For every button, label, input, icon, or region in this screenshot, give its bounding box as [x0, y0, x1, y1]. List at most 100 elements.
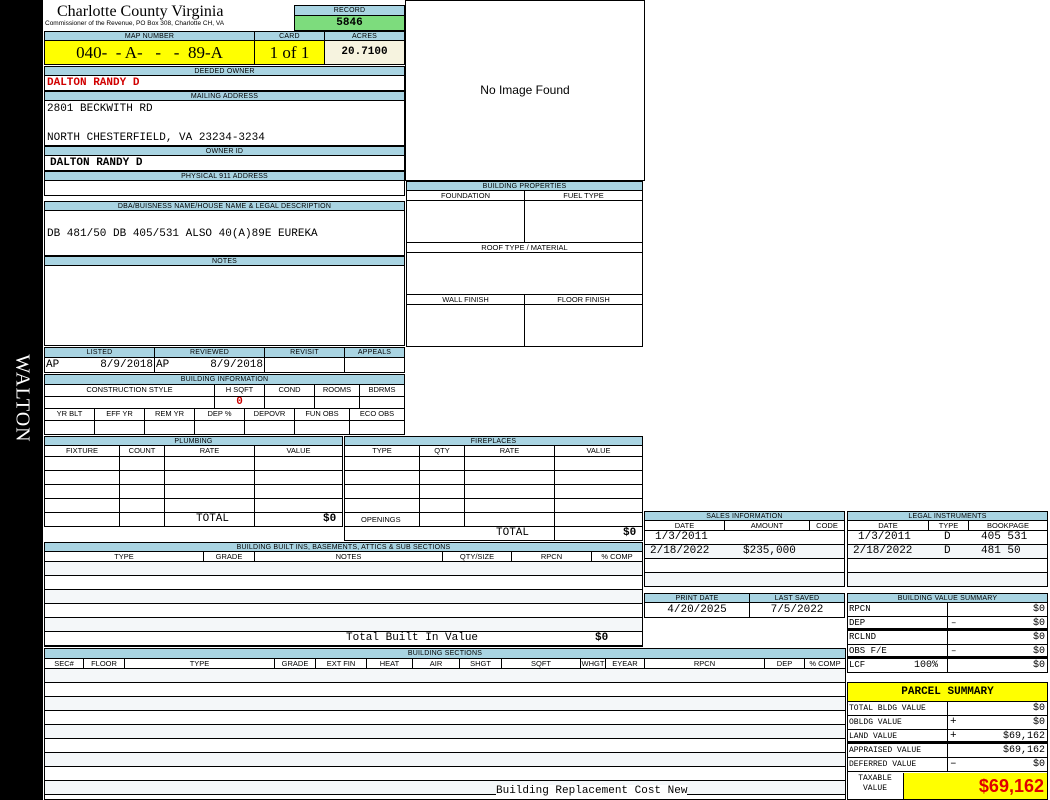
parcel-value: $69,162	[1002, 731, 1045, 742]
sales-rows: 1/3/2011 2/18/2022 $235,000	[644, 530, 845, 587]
minus-sign: –	[950, 758, 957, 770]
fireplaces-total-label: TOTAL	[496, 527, 530, 539]
reviewed-value: AP 8/9/2018	[154, 357, 265, 373]
legal-row: 2/18/2022 D 481 50	[848, 545, 1047, 559]
deeded-owner: DALTON RANDY D	[47, 77, 140, 89]
parcel-value: $69,162	[1002, 745, 1045, 756]
openings-label: OPENINGS	[361, 515, 401, 524]
bvs-value: $0	[1032, 646, 1045, 657]
replacement-cost-label: Building Replacement Cost New	[496, 785, 688, 797]
no-image-text: No Image Found	[480, 83, 570, 97]
dba-box: DB 481/50 DB 405/531 ALSO 40(A)89E EUREK…	[44, 210, 405, 256]
mailing-line-2: NORTH CHESTERFIELD, VA 23234-3234	[47, 132, 265, 144]
dba-value: DB 481/50 DB 405/531 ALSO 40(A)89E EUREK…	[47, 228, 318, 240]
parcel-row-deferred: DEFERRED VALUE – $0	[848, 758, 1047, 772]
parcel-summary: TOTAL BLDG VALUE $0 OBLDG VALUE + $0 LAND V…	[847, 701, 1048, 800]
sale-date: 2/18/2022	[650, 545, 710, 557]
yr-blt-values-row	[44, 420, 405, 435]
sale-date: 1/3/2011	[655, 531, 708, 543]
parcel-label: APPRAISED VALUE	[849, 746, 922, 755]
bvs-row-dep: DEP – $0	[848, 617, 1047, 631]
map-number: 040- - A- - - 89-A	[44, 40, 255, 65]
parcel-value: $0	[1032, 703, 1045, 714]
legal-bookpage: 481 50	[981, 545, 1021, 557]
built-in-total: $0	[595, 632, 609, 644]
notes-box	[44, 265, 405, 346]
parcel-value: $0	[1032, 717, 1045, 728]
physical-address-box	[44, 180, 405, 196]
floor-finish-value	[524, 304, 643, 347]
bvs-row-obs: OBS F/E – $0	[848, 645, 1047, 659]
bvs-value: $0	[1032, 660, 1045, 671]
bvs-row-rpcn: RPCN $0	[848, 603, 1047, 617]
bvs-value: $0	[1032, 632, 1045, 643]
record-number: 5846	[294, 15, 405, 31]
minus-sign: –	[951, 618, 957, 628]
bvs-value: $0	[1032, 604, 1045, 615]
parcel-summary-label: PARCEL SUMMARY	[847, 682, 1048, 702]
parcel-row-land: LAND VALUE + $69,162	[848, 730, 1047, 744]
bvs-label: RPCN	[849, 604, 871, 614]
side-label: WALTON	[11, 354, 34, 443]
bvs-value: $0	[1032, 618, 1045, 629]
owner-id: DALTON RANDY D	[50, 157, 143, 169]
built-in-total-label: Total Built In Value	[346, 632, 479, 644]
county-title: Charlotte County Virginia	[57, 3, 224, 20]
property-image: No Image Found	[405, 0, 645, 181]
wall-finish-value	[406, 304, 525, 347]
card-number: 1 of 1	[254, 40, 325, 65]
fireplaces-rows	[344, 456, 643, 541]
roof-value	[406, 252, 643, 295]
appeals-value	[344, 357, 405, 373]
plumbing-rows	[44, 456, 343, 527]
sales-row: 2/18/2022 $235,000	[645, 545, 844, 559]
plus-sign: +	[950, 716, 957, 728]
legal-date: 2/18/2022	[853, 545, 913, 557]
parcel-label: TOTAL BLDG VALUE	[849, 704, 926, 713]
acres-value: 20.7100	[324, 40, 405, 65]
bvs-label: RCLND	[849, 632, 877, 642]
listed-date: 8/9/2018	[100, 359, 153, 371]
bvs-row-rclnd: RCLND $0	[848, 631, 1047, 645]
parcel-value: $0	[1032, 759, 1045, 770]
county-subtitle: Commissioner of the Revenue, PO Box 308,…	[45, 20, 225, 27]
legal-type: D	[944, 545, 951, 557]
sections-header-row: SEC# FLOOR TYPE GRADE EXT FIN HEAT AIR S…	[44, 658, 846, 669]
foundation-value	[406, 200, 525, 243]
lcf-percent: 100%	[914, 660, 939, 671]
parcel-row-obldg: OBLDG VALUE + $0	[848, 716, 1047, 730]
taxable-value: $69,162	[903, 773, 1047, 799]
sales-row: 1/3/2011	[645, 531, 844, 545]
parcel-row-appraised: APPRAISED VALUE $69,162	[848, 744, 1047, 758]
building-value-summary: RPCN $0 DEP – $0 RCLND $0 OBS F/E – $0 LCF 100%…	[847, 602, 1048, 673]
fuel-type-value	[524, 200, 643, 243]
listed-value: AP 8/9/2018	[44, 357, 155, 373]
taxable-value-label: TAXABLE VALUE	[858, 774, 892, 793]
bdrms-label: BDRMS	[359, 384, 405, 397]
built-ins-rows	[44, 561, 643, 647]
plumbing-total-label: TOTAL	[196, 513, 230, 525]
side-bar	[0, 0, 43, 800]
parcel-label: OBLDG VALUE	[849, 718, 902, 727]
plumbing-total: $0	[323, 513, 337, 525]
bvs-label: LCF	[849, 660, 866, 670]
bvs-label: DEP	[849, 618, 866, 628]
legal-row: 1/3/2011 D 405 531	[848, 531, 1047, 545]
parcel-label: DEFERRED VALUE	[849, 760, 917, 769]
reviewed-date: 8/9/2018	[210, 359, 263, 371]
parcel-row-total-bldg: TOTAL BLDG VALUE $0	[848, 702, 1047, 716]
print-date: 4/20/2025	[644, 602, 750, 618]
sections-rows	[44, 668, 846, 800]
deeded-owner-box: DALTON RANDY D	[44, 75, 405, 91]
owner-id-box: DALTON RANDY D	[44, 155, 405, 171]
mailing-line-1: 2801 BECKWITH RD	[47, 103, 153, 115]
plus-sign: +	[950, 730, 957, 742]
bvs-label: OBS F/E	[849, 646, 887, 656]
mailing-address-box: 2801 BECKWITH RD NORTH CHESTERFIELD, VA …	[44, 100, 405, 146]
bvs-row-lcf: LCF 100% $0	[848, 659, 1047, 673]
fireplaces-total: $0	[623, 527, 637, 539]
revisit-value	[264, 357, 345, 373]
legal-rows: 1/3/2011 D 405 531 2/18/2022 D 481 50	[847, 530, 1048, 587]
legal-date: 1/3/2011	[858, 531, 911, 543]
legal-bookpage: 405 531	[981, 531, 1028, 543]
